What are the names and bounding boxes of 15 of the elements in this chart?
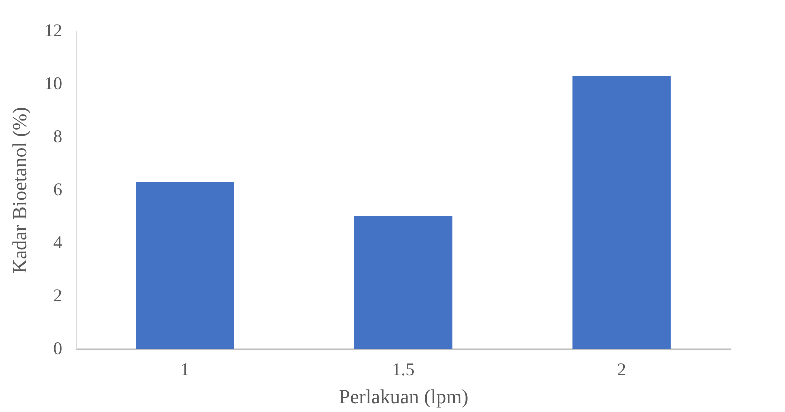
bar bbox=[572, 76, 671, 349]
bar bbox=[136, 182, 234, 349]
x-tick-label: 1 bbox=[180, 360, 190, 380]
y-tick-label: 10 bbox=[44, 74, 62, 94]
y-tick-label: 8 bbox=[54, 126, 62, 146]
y-tick-label: 0 bbox=[54, 338, 62, 358]
y-tick-label: 4 bbox=[54, 232, 62, 252]
y-tick-label: 2 bbox=[54, 286, 62, 306]
x-tick-label: 2 bbox=[617, 360, 626, 380]
y-tick-label: 12 bbox=[44, 20, 62, 40]
y-tick-label: 6 bbox=[54, 180, 62, 200]
x-tick-label: 1.5 bbox=[392, 360, 415, 380]
x-axis-title: Perlakuan (lpm) bbox=[339, 386, 469, 408]
y-axis-title: Kadar Bioetanol (%) bbox=[10, 107, 32, 274]
bar bbox=[354, 216, 453, 349]
